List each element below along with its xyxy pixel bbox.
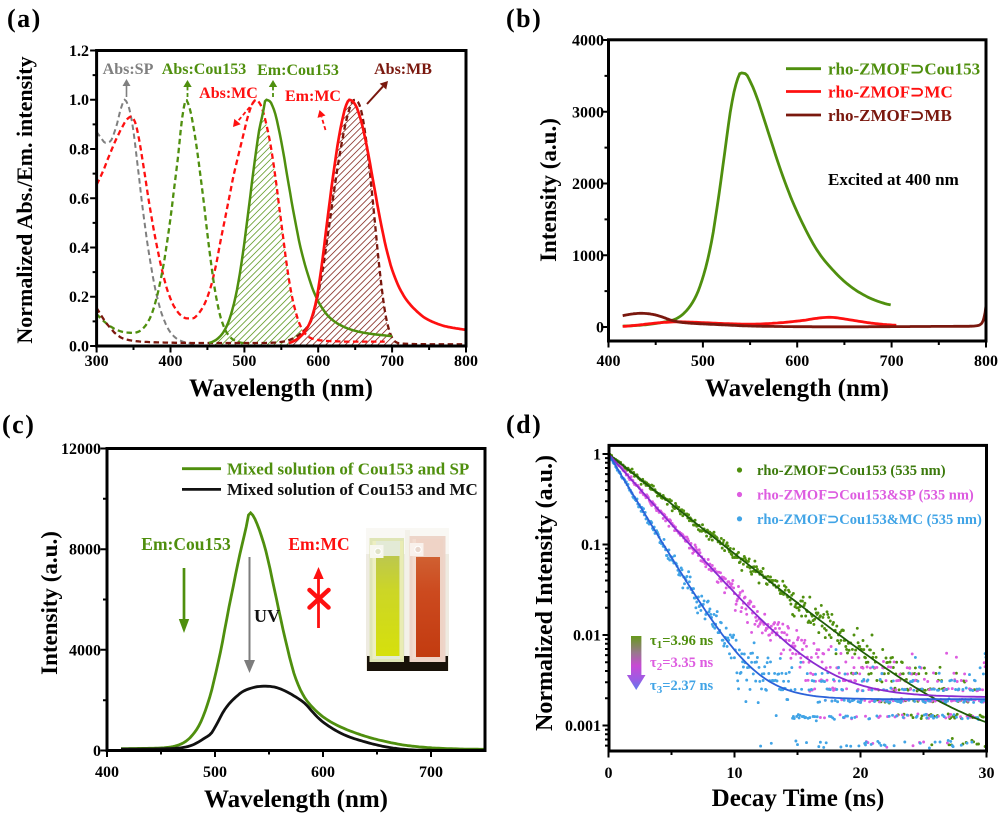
- svg-text:Intensity (a.u.): Intensity (a.u.): [536, 118, 561, 262]
- svg-text:500: 500: [203, 764, 227, 781]
- svg-text:500: 500: [691, 353, 715, 370]
- svg-text:Abs:SP: Abs:SP: [103, 61, 154, 78]
- svg-text:(b): (b): [506, 4, 542, 33]
- svg-text:800: 800: [454, 353, 478, 370]
- svg-text:Wavelength (nm): Wavelength (nm): [705, 375, 889, 402]
- svg-text:0.01: 0.01: [573, 628, 601, 645]
- svg-text:0.8: 0.8: [69, 142, 89, 159]
- svg-text:Normalized Intensity (a.u.): Normalized Intensity (a.u.): [532, 455, 558, 731]
- svg-text:400: 400: [597, 353, 621, 370]
- svg-text:12000: 12000: [61, 441, 101, 458]
- svg-text:rho-ZMOF⊃MC: rho-ZMOF⊃MC: [828, 82, 953, 101]
- svg-text:Wavelength (nm): Wavelength (nm): [204, 786, 388, 813]
- svg-text:rho-ZMOF⊃MB: rho-ZMOF⊃MB: [828, 106, 952, 125]
- svg-text:rho-ZMOF⊃Cou153&SP (535 nm): rho-ZMOF⊃Cou153&SP (535 nm): [757, 488, 974, 504]
- svg-text:800: 800: [974, 353, 998, 370]
- svg-text:0.1: 0.1: [581, 537, 601, 554]
- svg-text:τ1=3.96 ns: τ1=3.96 ns: [650, 633, 714, 651]
- svg-text:0: 0: [596, 320, 604, 337]
- svg-text:Wavelength (nm): Wavelength (nm): [189, 375, 373, 402]
- svg-text:0.4: 0.4: [69, 240, 89, 257]
- svg-text:rho-ZMOF⊃Cou153: rho-ZMOF⊃Cou153: [828, 60, 980, 79]
- svg-text:Em:Cou153: Em:Cou153: [257, 62, 339, 79]
- svg-text:Intensity (a.u.): Intensity (a.u.): [37, 531, 62, 675]
- svg-text:Abs:Cou153: Abs:Cou153: [162, 61, 246, 78]
- svg-text:0.0: 0.0: [69, 339, 89, 356]
- svg-text:0: 0: [605, 765, 613, 782]
- svg-text:Decay Time (ns): Decay Time (ns): [712, 785, 885, 812]
- svg-text:(c): (c): [2, 410, 35, 439]
- svg-text:0.2: 0.2: [69, 289, 89, 306]
- svg-text:rho-ZMOF⊃Cou153 (535 nm): rho-ZMOF⊃Cou153 (535 nm): [757, 463, 946, 479]
- svg-text:Mixed solution of Cou153 and M: Mixed solution of Cou153 and MC: [227, 480, 478, 499]
- svg-text:Normalized Abs./Em. intensity: Normalized Abs./Em. intensity: [12, 56, 37, 343]
- svg-text:Em:MC: Em:MC: [288, 534, 349, 554]
- svg-text:300: 300: [85, 353, 109, 370]
- svg-text:Mixed solution of Cou153 and S: Mixed solution of Cou153 and SP: [227, 460, 469, 479]
- svg-text:Abs:MB: Abs:MB: [374, 61, 432, 78]
- svg-text:1.2: 1.2: [69, 43, 89, 60]
- svg-text:10: 10: [727, 765, 743, 782]
- svg-text:1.0: 1.0: [69, 92, 89, 109]
- svg-text:3000: 3000: [572, 104, 604, 121]
- svg-text:8000: 8000: [69, 542, 101, 559]
- svg-text:(d): (d): [506, 410, 542, 439]
- svg-text:600: 600: [785, 353, 809, 370]
- svg-text:0.001: 0.001: [565, 718, 601, 735]
- svg-text:(a): (a): [7, 4, 42, 33]
- svg-text:UV: UV: [254, 606, 280, 626]
- svg-text:30: 30: [979, 765, 995, 782]
- svg-text:1000: 1000: [572, 248, 604, 265]
- svg-text:700: 700: [380, 353, 404, 370]
- svg-text:Abs:MC: Abs:MC: [199, 85, 258, 102]
- svg-text:20: 20: [853, 765, 869, 782]
- svg-text:rho-ZMOF⊃Cou153&MC (535 nm): rho-ZMOF⊃Cou153&MC (535 nm): [757, 512, 982, 528]
- svg-text:τ2=3.35 ns: τ2=3.35 ns: [650, 655, 714, 673]
- svg-text:500: 500: [232, 353, 256, 370]
- svg-text:700: 700: [419, 764, 443, 781]
- svg-text:400: 400: [95, 764, 119, 781]
- svg-text:700: 700: [880, 353, 904, 370]
- svg-text:Em:MC: Em:MC: [285, 88, 341, 105]
- svg-text:4000: 4000: [572, 33, 604, 50]
- svg-text:4000: 4000: [69, 642, 101, 659]
- svg-text:400: 400: [159, 353, 183, 370]
- svg-text:1: 1: [593, 447, 601, 464]
- svg-text:Excited at 400 nm: Excited at 400 nm: [828, 170, 959, 189]
- svg-text:600: 600: [311, 764, 335, 781]
- svg-text:Em:Cou153: Em:Cou153: [141, 534, 231, 554]
- svg-text:0.6: 0.6: [69, 191, 89, 208]
- svg-text:2000: 2000: [572, 176, 604, 193]
- svg-text:τ3=2.37 ns: τ3=2.37 ns: [650, 678, 714, 696]
- svg-text:0: 0: [93, 743, 101, 760]
- svg-text:600: 600: [306, 353, 330, 370]
